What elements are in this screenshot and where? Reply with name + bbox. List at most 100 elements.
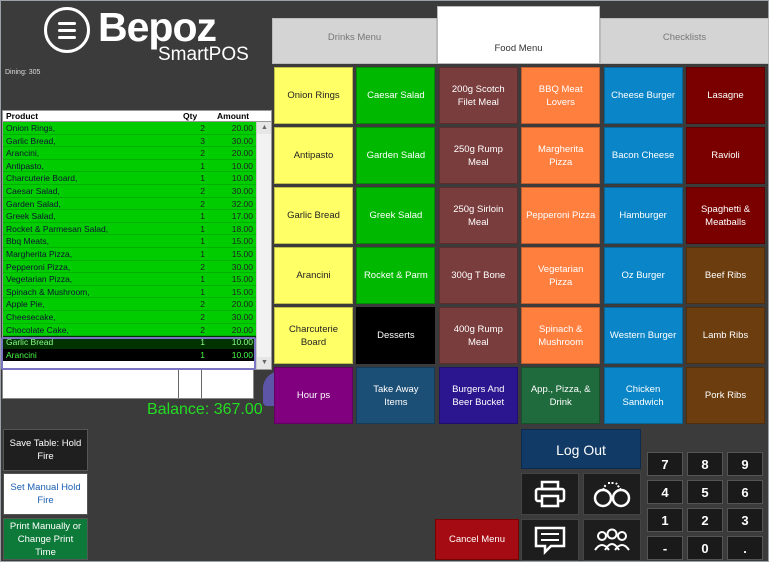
order-amount: 32.00 <box>231 198 253 209</box>
cancel-menu-button[interactable]: Cancel Menu <box>435 519 519 560</box>
highlight-box <box>1 337 256 370</box>
menu-tile-take-away-items[interactable]: Take Away Items <box>356 367 436 424</box>
keypad-key[interactable]: 9 <box>727 452 763 476</box>
order-row[interactable]: Spinach & Mushroom, 1 15.00 <box>3 285 256 299</box>
keypad-key[interactable]: 7 <box>647 452 683 476</box>
order-row[interactable]: Garlic Bread, 3 30.00 <box>3 134 256 148</box>
menu-tile-pepperoni-pizza[interactable]: Pepperoni Pizza <box>521 187 601 244</box>
tab-checklists[interactable]: Checklists <box>600 18 769 64</box>
order-row[interactable]: Antipasto, 1 10.00 <box>3 159 256 173</box>
brand-sub: SmartPOS <box>158 44 249 65</box>
order-row[interactable]: Vegetarian Pizza, 1 15.00 <box>3 273 256 286</box>
order-amount: 15.00 <box>231 274 253 285</box>
menu-tile-margherita-pizza[interactable]: Margherita Pizza <box>521 127 601 184</box>
order-row[interactable]: Pepperoni Pizza, 2 30.00 <box>3 260 256 274</box>
order-scrollbar[interactable]: ▲ ▼ <box>256 122 271 369</box>
set-manual-hold-fire-button[interactable]: Set Manual Hold Fire <box>3 473 88 515</box>
order-row[interactable]: Charcuterie Board, 1 10.00 <box>3 172 256 185</box>
menu-tile-pork-ribs[interactable]: Pork Ribs <box>686 367 765 424</box>
menu-tile-western-burger[interactable]: Western Burger <box>603 307 683 364</box>
order-product: Arancini <box>6 349 37 360</box>
order-qty: 1 <box>200 160 205 171</box>
menu-tile-burgers-and-beer-bucket[interactable]: Burgers And Beer Bucket <box>438 367 518 424</box>
print-button[interactable] <box>521 473 579 515</box>
order-row[interactable]: Margherita Pizza, 1 15.00 <box>3 247 256 261</box>
menu-tile-vegetarian-pizza[interactable]: Vegetarian Pizza <box>521 247 601 304</box>
order-row[interactable]: Apple Pie, 2 20.00 <box>3 298 256 311</box>
menu-tile-300g-t-bone[interactable]: 300g T Bone <box>438 247 518 304</box>
keypad-key[interactable]: 5 <box>687 480 723 504</box>
menu-tile-250g-rump-meal[interactable]: 250g Rump Meal <box>438 127 518 184</box>
order-product: Margherita Pizza, <box>6 248 73 259</box>
menu-tile-200g-scotch-filet-meal[interactable]: 200g Scotch Filet Meal <box>438 67 518 124</box>
menu-tile-desserts[interactable]: Desserts <box>356 307 436 364</box>
keypad-key[interactable]: 2 <box>687 508 723 532</box>
menu-tile-hamburger[interactable]: Hamburger <box>603 187 683 244</box>
menu-tile-bbq-meat-lovers[interactable]: BBQ Meat Lovers <box>521 67 601 124</box>
entry-row[interactable] <box>2 369 254 399</box>
scroll-down-icon[interactable]: ▼ <box>257 357 271 369</box>
keypad-key[interactable]: 0 <box>687 536 723 560</box>
order-row[interactable]: Chocolate Cake, 2 20.00 <box>3 323 256 337</box>
order-qty: 2 <box>200 198 205 209</box>
menu-tile-chicken-sandwich[interactable]: Chicken Sandwich <box>603 367 683 424</box>
print-manually-button[interactable]: Print Manually or Change Print Time <box>3 518 88 560</box>
menu-tile-lamb-ribs[interactable]: Lamb Ribs <box>686 307 765 364</box>
order-qty: 2 <box>200 324 205 335</box>
order-row[interactable]: Rocket & Parmesan Salad, 1 18.00 <box>3 222 256 236</box>
menu-tile-bacon-cheese[interactable]: Bacon Cheese <box>603 127 683 184</box>
menu-tile-rocket-parm[interactable]: Rocket & Parm <box>356 247 436 304</box>
order-product: Vegetarian Pizza, <box>6 274 73 285</box>
menu-tile-cheese-burger[interactable]: Cheese Burger <box>603 67 683 124</box>
menu-tile-lasagne[interactable]: Lasagne <box>686 67 765 124</box>
menu-tile-onion-rings[interactable]: Onion Rings <box>274 67 353 124</box>
order-row[interactable]: Garden Salad, 2 32.00 <box>3 197 256 211</box>
menu-tile-spinach-mushroom[interactable]: Spinach & Mushroom <box>521 307 601 364</box>
keypad-key[interactable]: 3 <box>727 508 763 532</box>
hold-button[interactable] <box>583 473 641 515</box>
menu-tile-250g-sirloin-meal[interactable]: 250g Sirloin Meal <box>438 187 518 244</box>
log-out-button[interactable]: Log Out <box>521 429 641 469</box>
keypad-key[interactable]: 4 <box>647 480 683 504</box>
scroll-up-icon[interactable]: ▲ <box>257 122 271 134</box>
menu-tile-charcuterie-board[interactable]: Charcuterie Board <box>274 307 353 364</box>
menu-tile-oz-burger[interactable]: Oz Burger <box>603 247 683 304</box>
order-row[interactable]: Caesar Salad, 2 30.00 <box>3 184 256 198</box>
menu-tile-ravioli[interactable]: Ravioli <box>686 127 765 184</box>
menu-tile-app-pizza-drink[interactable]: App., Pizza, & Drink <box>521 367 601 424</box>
order-product: Bbq Meats, <box>6 236 49 247</box>
menu-tile-arancini[interactable]: Arancini <box>274 247 353 304</box>
menu-tile-400g-rump-meal[interactable]: 400g Rump Meal <box>438 307 518 364</box>
tab-drinks-menu[interactable]: Drinks Menu <box>272 18 437 64</box>
save-table-hold-fire-button[interactable]: Save Table: Hold Fire <box>3 429 88 471</box>
menu-tile-spaghetti-meatballs[interactable]: Spaghetti & Meatballs <box>686 187 765 244</box>
order-row[interactable]: Cheesecake, 2 30.00 <box>3 310 256 324</box>
order-row[interactable]: Bbq Meats, 1 15.00 <box>3 235 256 248</box>
keypad-key[interactable]: . <box>727 536 763 560</box>
tab-food-menu[interactable]: Food Menu <box>437 6 600 64</box>
menu-tile-greek-salad[interactable]: Greek Salad <box>356 187 436 244</box>
menu-tile-garden-salad[interactable]: Garden Salad <box>356 127 436 184</box>
menu-tile-antipasto[interactable]: Antipasto <box>274 127 353 184</box>
keypad-key[interactable]: 1 <box>647 508 683 532</box>
order-row[interactable]: Onion Rings, 2 20.00 <box>3 122 256 135</box>
keypad-key[interactable]: 6 <box>727 480 763 504</box>
order-row[interactable]: Arancini, 2 20.00 <box>3 147 256 160</box>
keypad-key[interactable]: - <box>647 536 683 560</box>
order-qty: 1 <box>200 211 205 222</box>
menu-tile-hour-ps[interactable]: Hour ps <box>274 367 353 424</box>
menu-icon[interactable] <box>44 7 90 53</box>
customers-button[interactable] <box>583 519 641 561</box>
order-row[interactable]: Greek Salad, 1 17.00 <box>3 210 256 223</box>
order-row[interactable]: Arancini 1 10.00 <box>3 348 256 362</box>
order-row[interactable]: Garlic Bread 1 10.00 <box>3 336 256 349</box>
menu-tile-caesar-salad[interactable]: Caesar Salad <box>356 67 436 124</box>
order-list[interactable]: Product Qty Amount Onion Rings, 2 20.00 Gar… <box>2 110 272 370</box>
menu-tile-beef-ribs[interactable]: Beef Ribs <box>686 247 765 304</box>
keypad-key[interactable]: 8 <box>687 452 723 476</box>
message-button[interactable] <box>521 519 579 561</box>
order-qty: 2 <box>200 185 205 196</box>
order-amount: 10.00 <box>231 160 253 171</box>
menu-tile-garlic-bread[interactable]: Garlic Bread <box>274 187 353 244</box>
order-product: Garlic Bread, <box>6 135 56 146</box>
